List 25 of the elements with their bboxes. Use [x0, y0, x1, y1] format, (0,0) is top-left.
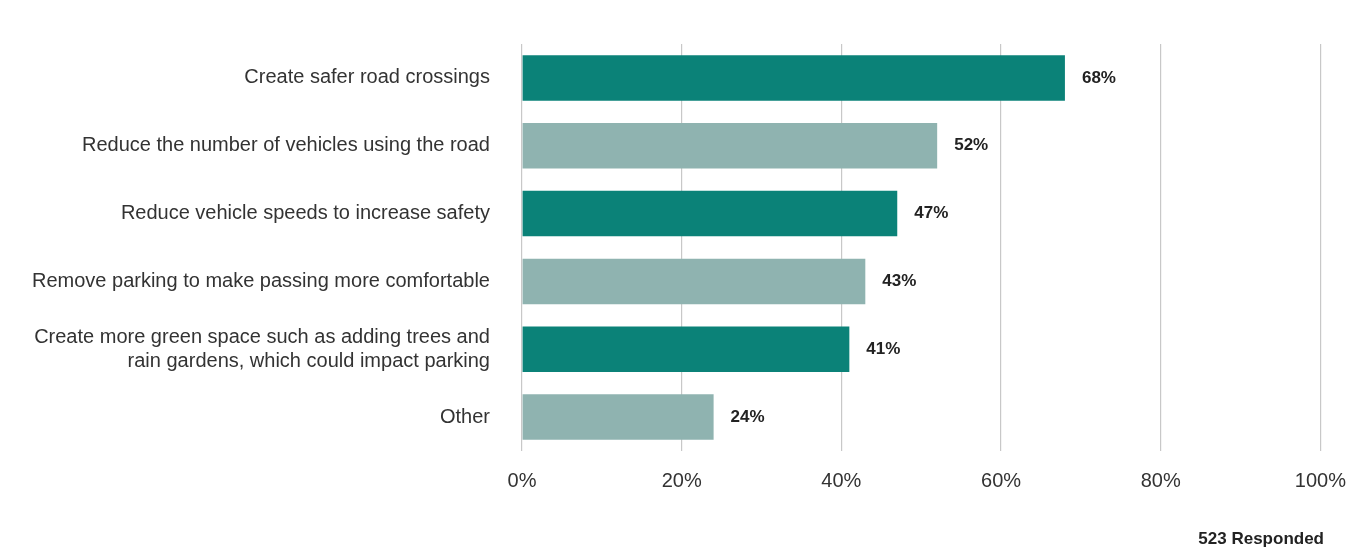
data-label: 41% [866, 338, 901, 358]
bar [522, 258, 866, 305]
data-label: 68% [1081, 67, 1116, 87]
x-tick-label: 100% [1294, 468, 1347, 491]
bar [522, 394, 714, 440]
data-label: 43% [882, 271, 917, 291]
x-tick-label: 20% [661, 468, 702, 491]
x-tick-label: 80% [1140, 468, 1181, 491]
bar [522, 326, 850, 372]
y-tick-label: Reduce the number of vehicles using the road [81, 133, 490, 156]
data-label: 24% [730, 406, 765, 426]
y-tick-label: Create safer road crossings [244, 65, 490, 88]
x-tick-label: 0% [507, 468, 537, 491]
y-tick-label: Other [439, 404, 491, 427]
bar [522, 190, 898, 237]
bar [522, 123, 938, 169]
y-tick-label: Create more green space such as adding trees and rain gardens, which could impact parking [34, 324, 490, 371]
bar [522, 55, 1065, 101]
data-label: 52% [954, 135, 989, 155]
x-tick-label: 60% [981, 468, 1022, 491]
x-tick-label: 40% [821, 468, 862, 491]
y-tick-label: Remove parking to make passing more comfortable [31, 268, 490, 291]
text: 523 Responded [1198, 528, 1324, 548]
y-tick-label: Reduce vehicle speeds to increase safety [120, 201, 490, 224]
data-label: 47% [914, 203, 949, 223]
